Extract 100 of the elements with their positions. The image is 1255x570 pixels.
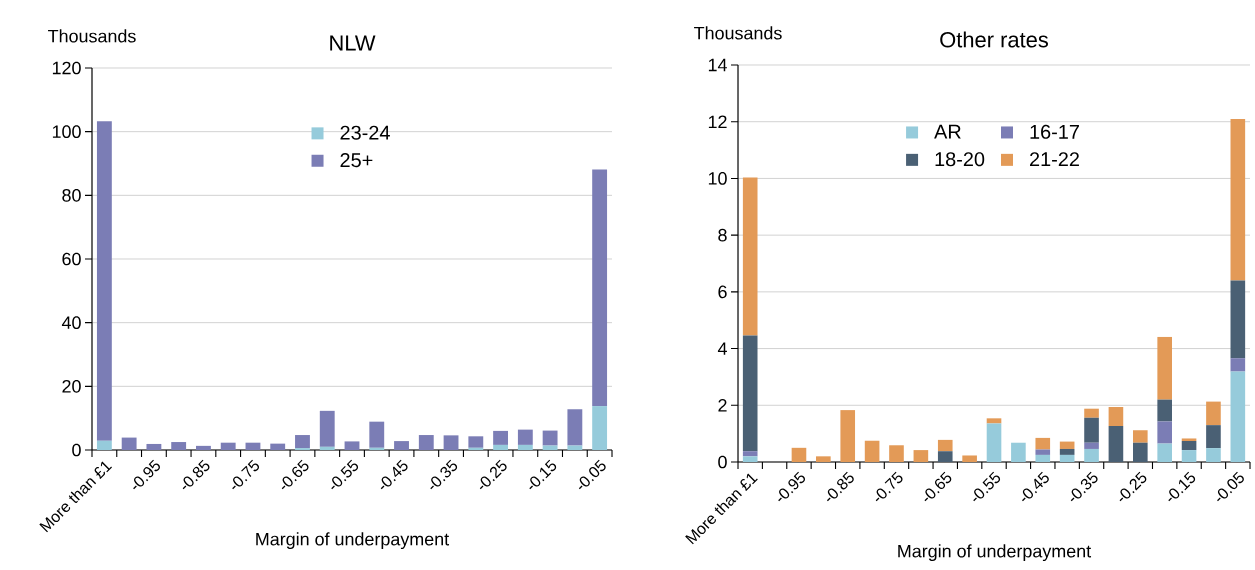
bar — [840, 410, 856, 462]
bar — [592, 406, 608, 450]
legend-label: 16-17 — [1030, 124, 1079, 139]
bar — [1059, 441, 1075, 449]
y-tick-label: 120 — [52, 61, 81, 75]
y-tick-label: 60 — [62, 252, 81, 266]
bar — [1059, 454, 1075, 462]
bar — [196, 445, 211, 450]
bar — [962, 455, 977, 462]
bar — [791, 447, 807, 462]
bar — [1230, 358, 1246, 372]
legend-label: 18-20 — [935, 152, 985, 167]
y-tick-label: 4 — [717, 342, 727, 355]
bar — [986, 418, 1002, 424]
y-axis-title: Thousands — [48, 29, 136, 43]
bar — [889, 445, 904, 462]
bar — [146, 443, 162, 450]
bar — [986, 423, 1002, 462]
bar — [468, 447, 484, 450]
bar — [418, 435, 434, 450]
chart-title: NLW — [330, 35, 376, 51]
legend-label: 23-24 — [340, 125, 390, 140]
bar — [1108, 425, 1124, 462]
bar — [567, 409, 583, 446]
bar — [369, 447, 385, 450]
bar — [1157, 421, 1172, 444]
bar — [1181, 450, 1197, 462]
bar — [937, 439, 953, 452]
bar — [517, 429, 533, 445]
bar — [1059, 448, 1075, 455]
bar — [1206, 401, 1221, 426]
bar — [1230, 118, 1246, 281]
bar — [245, 442, 261, 450]
bar — [1230, 280, 1246, 359]
bar — [517, 444, 533, 450]
bar — [567, 445, 583, 450]
bar — [742, 451, 758, 457]
legend-label: 25+ — [340, 153, 373, 168]
bar — [1108, 406, 1124, 426]
y-tick-label: 20 — [62, 379, 81, 393]
x-axis-title: Margin of underpayment — [898, 544, 1092, 562]
y-tick-label: 6 — [718, 285, 727, 299]
bar — [344, 441, 360, 450]
y-tick-label: 0 — [718, 455, 727, 469]
bar — [1206, 425, 1221, 449]
bar — [592, 169, 608, 407]
bar — [542, 430, 558, 446]
bar — [96, 121, 112, 441]
bar — [295, 435, 310, 449]
bar — [220, 442, 236, 450]
bar — [742, 456, 758, 462]
bar — [864, 440, 880, 462]
bar — [1035, 454, 1051, 462]
bar — [319, 446, 335, 450]
bar — [270, 443, 286, 450]
bar — [1035, 437, 1051, 450]
bar — [1011, 442, 1026, 462]
y-tick-label: 2 — [718, 399, 727, 412]
bar — [913, 450, 929, 462]
bar — [742, 177, 758, 336]
y-tick-label: 14 — [708, 58, 727, 72]
bar — [937, 451, 953, 462]
bar — [1157, 336, 1172, 400]
bar — [1181, 441, 1197, 451]
bar — [171, 442, 187, 450]
bar — [1035, 449, 1051, 455]
bar — [369, 421, 385, 448]
y-axis-title: Thousands — [694, 26, 782, 40]
bar — [493, 430, 508, 445]
y-tick-label: 40 — [61, 316, 81, 330]
bar — [319, 410, 335, 447]
y-tick-label: 0 — [72, 443, 81, 457]
bar — [1132, 442, 1148, 462]
bar — [121, 437, 137, 450]
bar — [468, 436, 484, 448]
bar — [1084, 408, 1099, 418]
legend-label: 21-22 — [1030, 152, 1079, 167]
bar — [1084, 442, 1099, 449]
y-tick-label: 80 — [62, 188, 81, 202]
bar — [394, 441, 409, 450]
bar — [493, 444, 508, 450]
bar — [742, 335, 758, 452]
bar — [1157, 443, 1172, 462]
bar — [96, 440, 112, 450]
bar — [542, 445, 558, 450]
bar — [816, 456, 831, 462]
y-tick-label: 100 — [52, 125, 81, 139]
y-tick-label: 10 — [708, 172, 727, 185]
y-tick-label: 12 — [708, 115, 727, 128]
bar — [1206, 448, 1221, 462]
legend-label: AR — [934, 124, 961, 139]
chart-title: Other rates — [940, 31, 1049, 48]
bar — [1230, 371, 1246, 462]
bar — [1084, 448, 1099, 462]
bar — [1181, 438, 1197, 442]
bar — [443, 435, 459, 450]
bar — [1157, 399, 1172, 422]
y-tick-label: 8 — [718, 228, 727, 242]
x-axis-title: Margin of underpayment — [256, 532, 450, 550]
bar — [1132, 430, 1148, 443]
